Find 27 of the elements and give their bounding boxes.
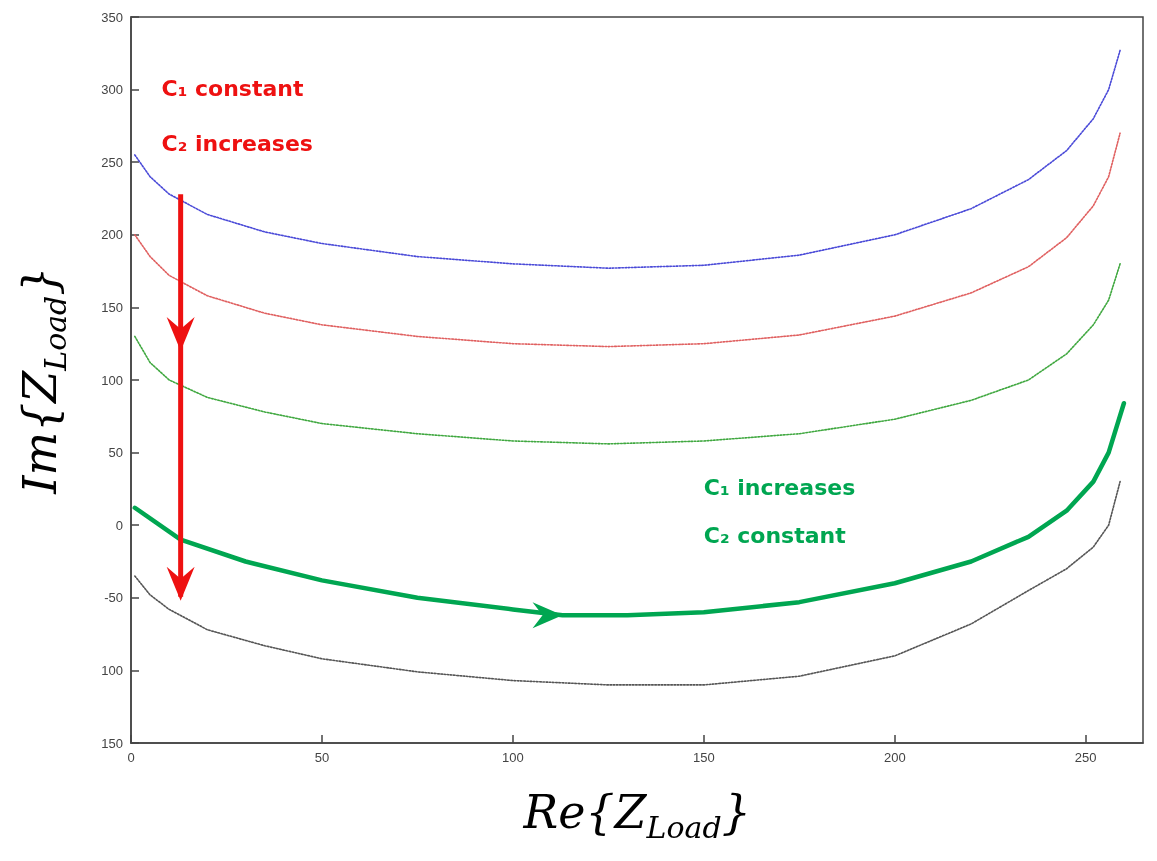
- x-tick-label: 200: [883, 750, 906, 765]
- y-tick-label: 150: [101, 299, 123, 315]
- line-series: [134, 480, 1121, 686]
- line-series: [132, 400, 1127, 618]
- y-tick-label: 50: [108, 445, 123, 461]
- y-tick-label: 300: [101, 82, 123, 98]
- line-series: [134, 263, 1121, 445]
- annotation: C₁ constant: [161, 75, 304, 101]
- x-tick-label: 150: [692, 750, 715, 765]
- y-tick-label: 150: [101, 735, 123, 751]
- y-tick-label: 200: [101, 227, 123, 243]
- y-tick-label: 0: [115, 517, 123, 533]
- line-series: [134, 132, 1121, 348]
- y-tick-label: 250: [101, 154, 123, 170]
- x-tick-label: 0: [127, 750, 135, 765]
- x-tick-label: 50: [314, 750, 330, 765]
- y-tick-label: -50: [104, 590, 123, 606]
- y-tick-label: 100: [101, 662, 123, 678]
- annotation: C₂ increases: [161, 130, 313, 156]
- x-axis-title: Re{Z$_{Load}$}: [523, 785, 751, 846]
- y-tick-label: 100: [101, 372, 123, 388]
- annotation: C₂ constant: [703, 522, 846, 548]
- line-series: [134, 49, 1121, 269]
- y-tick-label: 350: [101, 9, 123, 25]
- x-tick-label: 250: [1074, 750, 1097, 765]
- annotation: C₁ increases: [703, 474, 856, 500]
- x-tick-label: 100: [502, 750, 524, 765]
